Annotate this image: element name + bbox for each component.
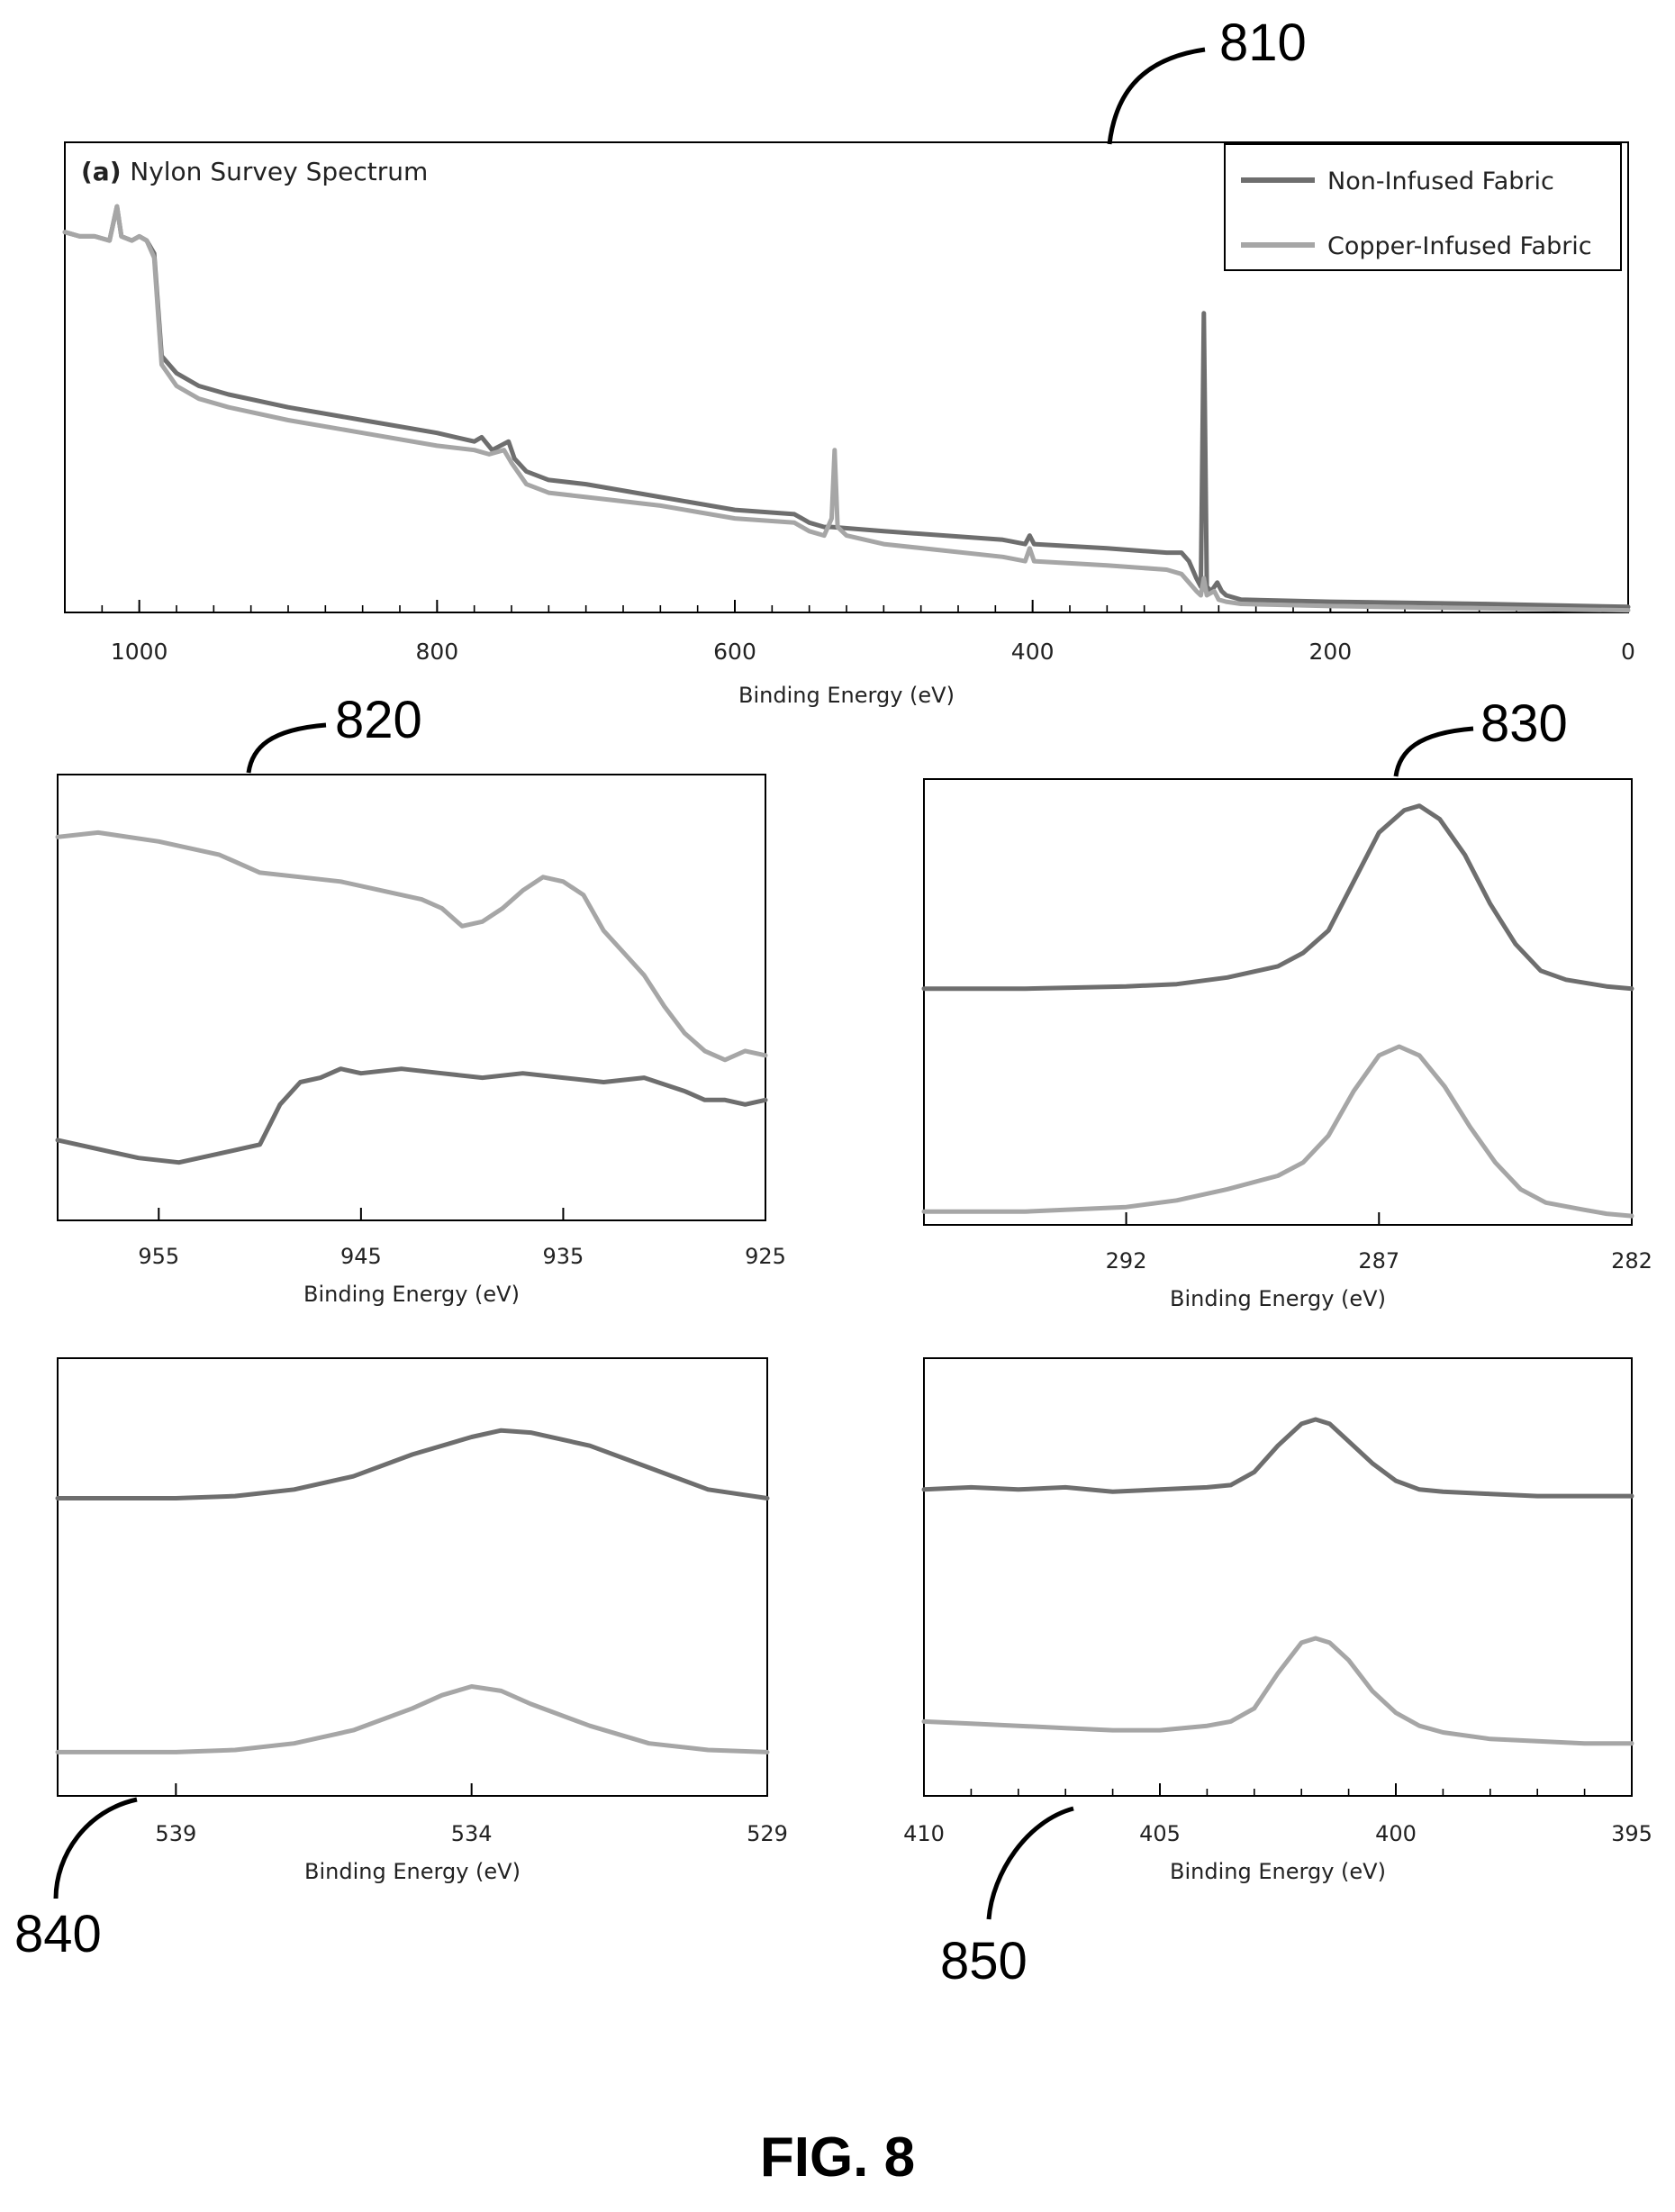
x-tick-label: 400 xyxy=(1011,639,1055,665)
ref-label-820: 820 xyxy=(335,691,422,749)
x-axis-label: Binding Energy (eV) xyxy=(303,1282,520,1307)
series-line-copper-infused xyxy=(55,1066,768,1165)
chart-title-label: (a) xyxy=(81,157,130,186)
leader-820 xyxy=(246,722,327,774)
x-tick-label: 925 xyxy=(745,1244,786,1269)
chart-p850: 410 405 400 395 Binding Energy (eV) xyxy=(903,1357,1652,1884)
x-axis-label: Binding Energy (eV) xyxy=(304,1859,521,1884)
plot-frame-p850 xyxy=(923,1357,1633,1797)
x-tick-label: 200 xyxy=(1308,639,1352,665)
series-line-copper-infused xyxy=(55,1684,770,1754)
leader-830 xyxy=(1393,726,1474,777)
figure-caption: FIG. 8 xyxy=(759,2126,916,2189)
x-tick-label: 800 xyxy=(415,639,458,665)
legend: Non-Infused Fabric Copper-Infused Fabric xyxy=(1224,143,1622,271)
legend-entry: Non-Infused Fabric xyxy=(1327,168,1554,195)
x-axis-label: Binding Energy (eV) xyxy=(1170,1859,1386,1884)
x-tick-label: 1000 xyxy=(111,639,168,665)
x-tick-label: 600 xyxy=(713,639,756,665)
series-line-non-infused xyxy=(921,1417,1634,1499)
leader-850 xyxy=(986,1806,1074,1920)
chart-title-text: Nylon Survey Spectrum xyxy=(130,157,428,186)
charts-layer: 1000 800 600 400 200 0 Binding Energy (eV) (a) … xyxy=(55,141,1652,1884)
series-line-copper-infused xyxy=(62,204,1631,613)
x-tick-label: 945 xyxy=(340,1244,382,1269)
x-tick-label: 955 xyxy=(138,1244,179,1269)
plot-frame-p830 xyxy=(923,778,1633,1226)
x-tick-label: 282 xyxy=(1611,1248,1652,1274)
leader-840 xyxy=(53,1797,138,1899)
series-line-copper-infused xyxy=(921,1636,1634,1746)
chart-p820: 955 945 935 925 Binding Energy (eV) xyxy=(55,774,786,1307)
x-tick-label: 935 xyxy=(543,1244,584,1269)
x-tick-label: 400 xyxy=(1375,1821,1417,1846)
series-line-non-infused xyxy=(55,1428,770,1500)
x-tick-label: 405 xyxy=(1139,1821,1181,1846)
x-tick-label: 534 xyxy=(451,1821,493,1846)
series-line-non-infused xyxy=(921,803,1634,992)
chart-title: (a) Nylon Survey Spectrum xyxy=(81,157,428,186)
legend-entry: Copper-Infused Fabric xyxy=(1327,232,1592,260)
series-line-non-infused xyxy=(55,830,768,1063)
series-line-copper-infused xyxy=(921,1044,1634,1219)
chart-p830: 292 287 282 Binding Energy (eV) xyxy=(921,778,1652,1311)
x-tick-label: 0 xyxy=(1621,639,1635,665)
legend-box xyxy=(1224,143,1622,271)
x-tick-label: 287 xyxy=(1358,1248,1399,1274)
leader-810 xyxy=(1107,47,1206,145)
plot-frame-p820 xyxy=(57,774,766,1221)
ref-label-830: 830 xyxy=(1480,694,1568,753)
ref-label-850: 850 xyxy=(940,1932,1028,1990)
x-tick-label: 395 xyxy=(1611,1821,1652,1846)
ref-label-810: 810 xyxy=(1219,14,1307,72)
x-tick-label: 539 xyxy=(155,1821,196,1846)
chart-p810: 1000 800 600 400 200 0 Binding Energy (eV) (a) … xyxy=(62,141,1635,708)
chart-p840: 539 534 529 Binding Energy (eV) xyxy=(55,1357,788,1884)
x-tick-label: 292 xyxy=(1106,1248,1147,1274)
x-axis-label: Binding Energy (eV) xyxy=(738,683,955,708)
x-tick-label: 529 xyxy=(747,1821,788,1846)
x-tick-label: 410 xyxy=(903,1821,945,1846)
x-axis-label: Binding Energy (eV) xyxy=(1170,1286,1386,1311)
plot-frame-p840 xyxy=(57,1357,768,1797)
ref-label-840: 840 xyxy=(14,1905,102,1963)
